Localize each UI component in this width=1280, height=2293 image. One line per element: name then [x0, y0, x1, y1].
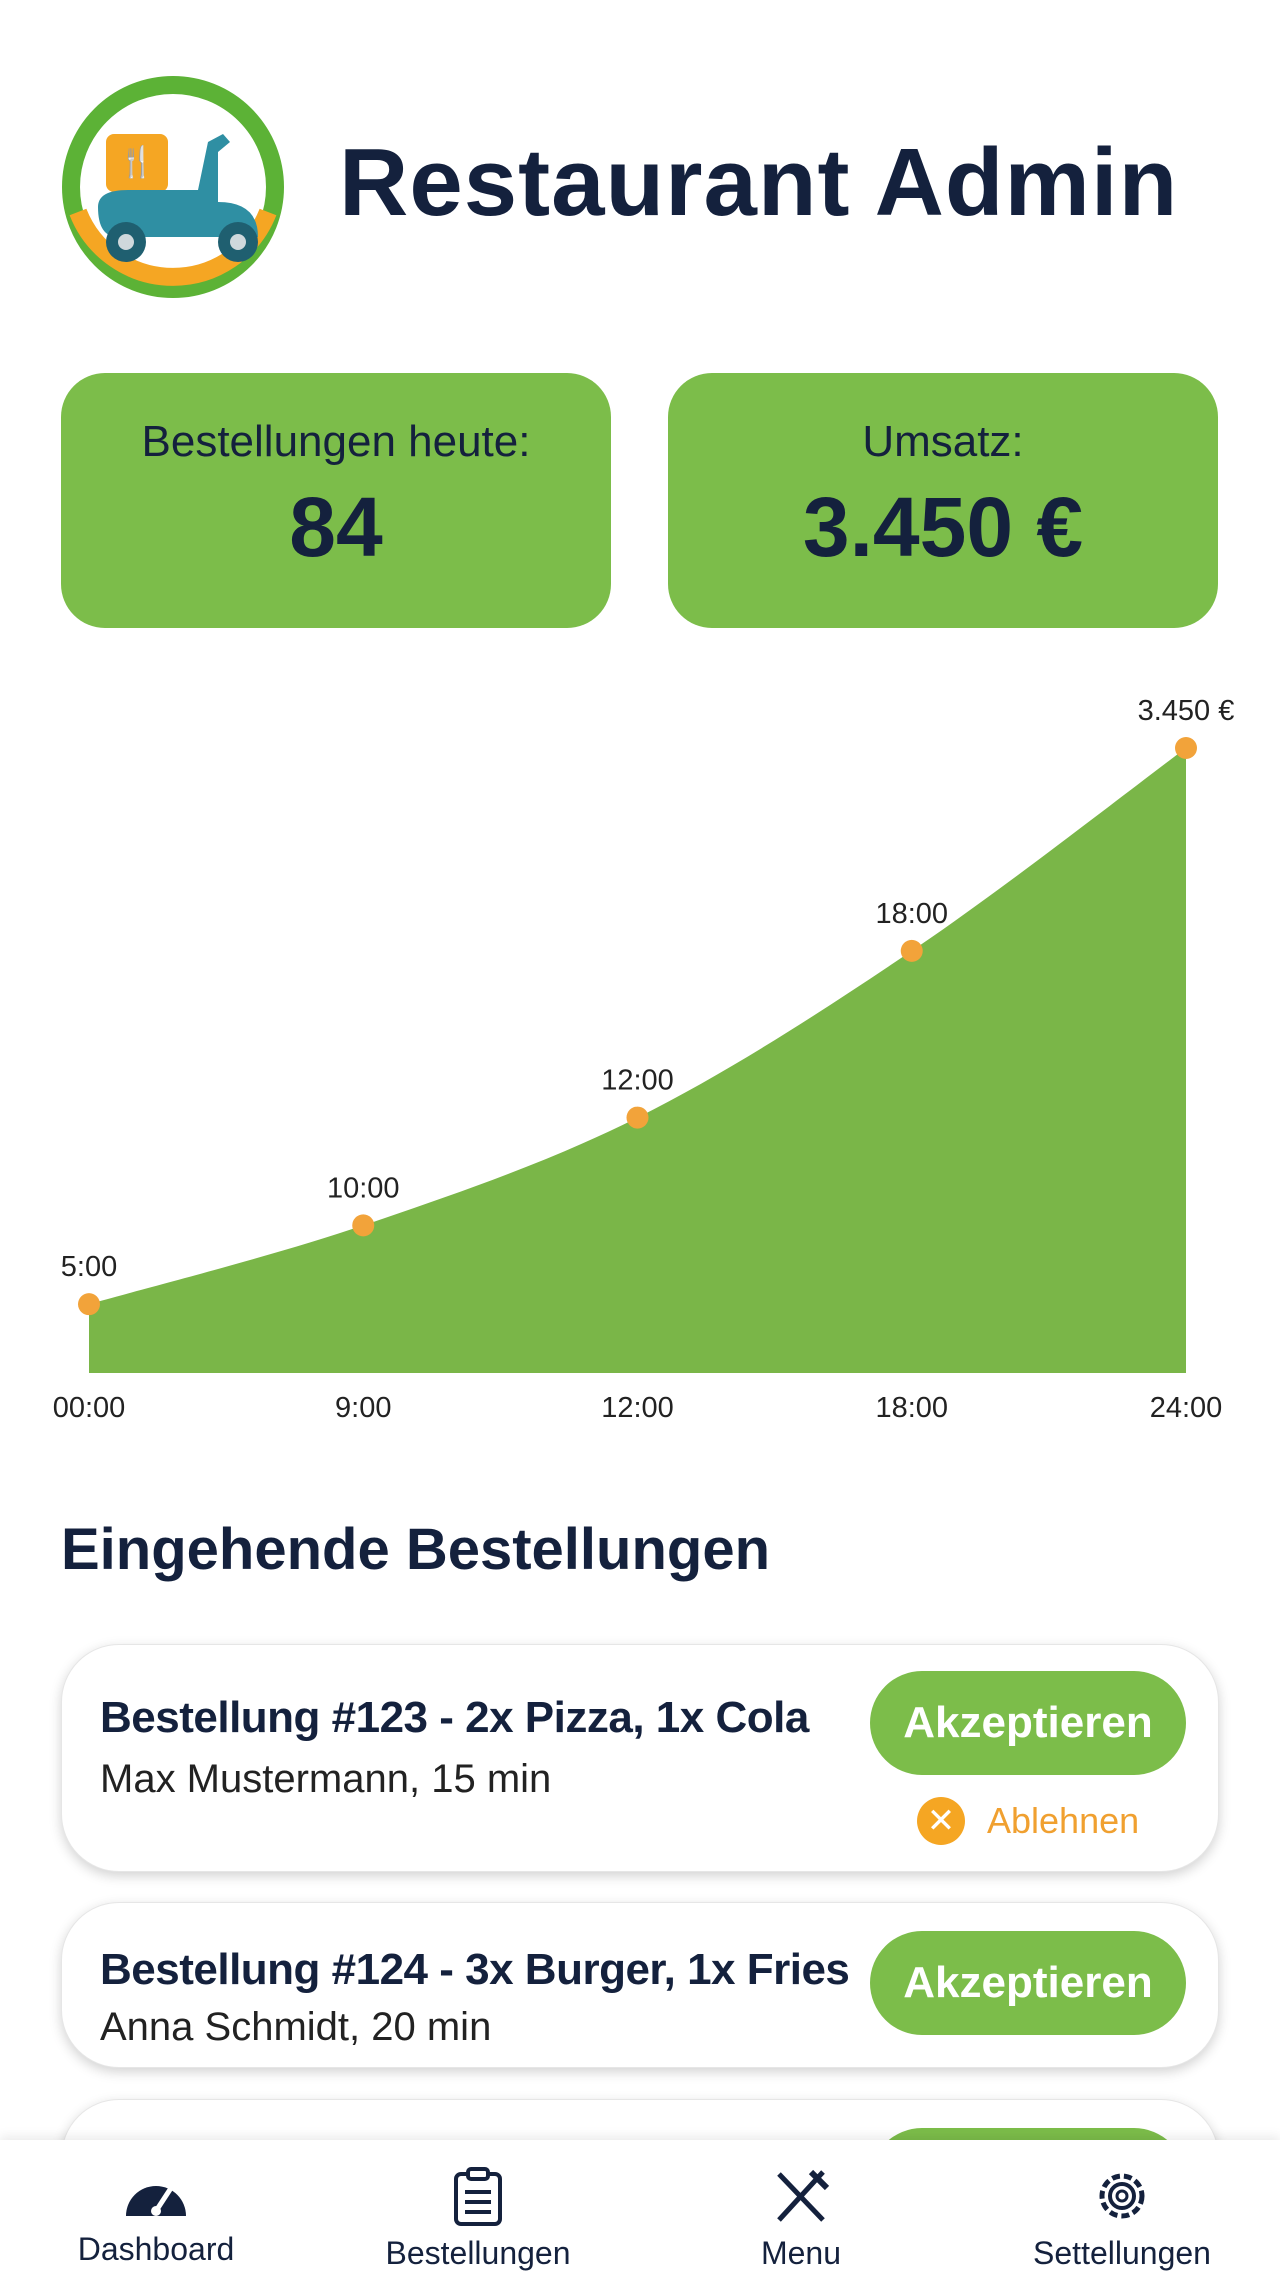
order-subtitle: Max Mustermann, 15 min [100, 1757, 552, 1801]
nav-icon [1099, 2173, 1145, 2219]
data-point [1175, 737, 1197, 759]
point-label: 3.450 € [1138, 695, 1235, 727]
logo: 🍴 [62, 76, 284, 298]
area [89, 748, 1186, 1373]
accept-button[interactable]: Akzeptieren [870, 1931, 1186, 2035]
order-subtitle: Anna Schmidt, 20 min [100, 2005, 492, 2049]
stat-card: Umsatz: 3.450 € [668, 373, 1218, 628]
nav-label: Settellungen [1033, 2235, 1211, 2271]
nav-label: Bestellungen [385, 2235, 571, 2271]
data-point [900, 939, 923, 962]
order-card: Bestellung #123 - 2x Pizza, 1x Cola Max … [61, 1644, 1219, 1872]
stat-value: 3.450 € [802, 480, 1084, 574]
order-card: Bestellung #124 - 3x Burger, 1x Fries An… [61, 1902, 1219, 2068]
x-tick-label: 24:00 [1150, 1392, 1223, 1424]
nav-label: Dashboard [77, 2231, 235, 2267]
point-label: 12:00 [601, 1065, 674, 1097]
stat-value: 84 [289, 480, 383, 574]
nav-label: Menu [760, 2235, 842, 2271]
order-title: Bestellung #123 - 2x Pizza, 1x Cola [100, 1693, 809, 1742]
data-point [626, 1106, 649, 1129]
nav-icon [777, 2169, 830, 2222]
nav-icon [454, 2167, 502, 2226]
stat-card: Bestellungen heute: 84 [61, 373, 611, 628]
svg-text:🍴: 🍴 [118, 144, 155, 180]
data-point [78, 1293, 100, 1316]
stat-label: Bestellungen heute: [141, 417, 531, 466]
x-tick-label: 9:00 [335, 1392, 391, 1424]
chart: 5:00 10:00 12:00 18:00 3.450 € 00:00 9:00 12:00… [53, 695, 1235, 1424]
x-tick-label: 12:00 [601, 1392, 674, 1424]
reject-icon: ✕ [917, 1797, 965, 1845]
nav-item[interactable]: Dashboard [26, 2140, 286, 2268]
nav-item[interactable]: Menu [671, 2140, 931, 2272]
point-label: 18:00 [875, 898, 948, 930]
reject-label: Ablehnen [987, 1800, 1140, 1841]
x-tick-label: 18:00 [875, 1392, 948, 1424]
point-label: 10:00 [327, 1172, 400, 1204]
accept-button[interactable]: Akzeptieren [870, 1671, 1186, 1775]
nav-item[interactable]: Settellungen [992, 2140, 1252, 2272]
reject-button[interactable]: ✕ Ablehnen [917, 1797, 1139, 1845]
app-title: Restaurant Admin [339, 129, 1179, 236]
bottom-nav: Dashboard Bestellungen Menu Settellungen [0, 2140, 1280, 2293]
data-point [352, 1214, 375, 1237]
order-title: Bestellung #124 - 3x Burger, 1x Fries [100, 1945, 850, 1994]
section-title: Eingehende Bestellungen [61, 1517, 770, 1582]
point-label: 5:00 [61, 1251, 117, 1283]
nav-item[interactable]: Bestellungen [348, 2140, 608, 2272]
x-tick-label: 00:00 [53, 1392, 126, 1424]
stat-label: Umsatz: [862, 417, 1024, 466]
nav-icon [126, 2186, 186, 2216]
